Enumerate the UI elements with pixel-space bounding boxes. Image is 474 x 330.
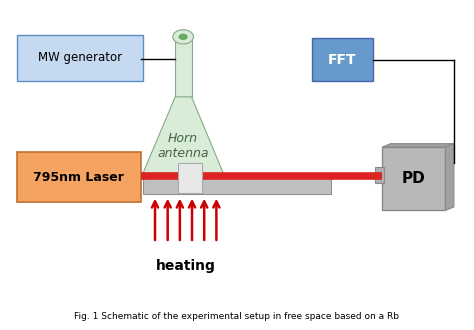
Text: FFT: FFT: [328, 52, 357, 67]
Text: PD: PD: [402, 171, 426, 186]
Text: Fig. 1 Schematic of the experimental setup in free space based on a Rb: Fig. 1 Schematic of the experimental set…: [74, 312, 400, 321]
Bar: [17, 35, 143, 81]
Text: 795nm Laser: 795nm Laser: [34, 171, 124, 184]
Text: Horn
antenna: Horn antenna: [157, 132, 209, 159]
Bar: [312, 39, 373, 81]
Bar: [375, 167, 383, 183]
Bar: [17, 152, 141, 202]
Circle shape: [179, 34, 188, 40]
Circle shape: [173, 30, 193, 44]
Polygon shape: [446, 144, 454, 211]
Polygon shape: [141, 97, 225, 178]
Text: heating: heating: [155, 259, 215, 273]
Polygon shape: [382, 144, 454, 147]
Bar: [178, 163, 202, 193]
Bar: [175, 34, 191, 97]
Bar: [382, 147, 446, 211]
Bar: [143, 178, 331, 194]
Text: MW generator: MW generator: [38, 51, 122, 64]
